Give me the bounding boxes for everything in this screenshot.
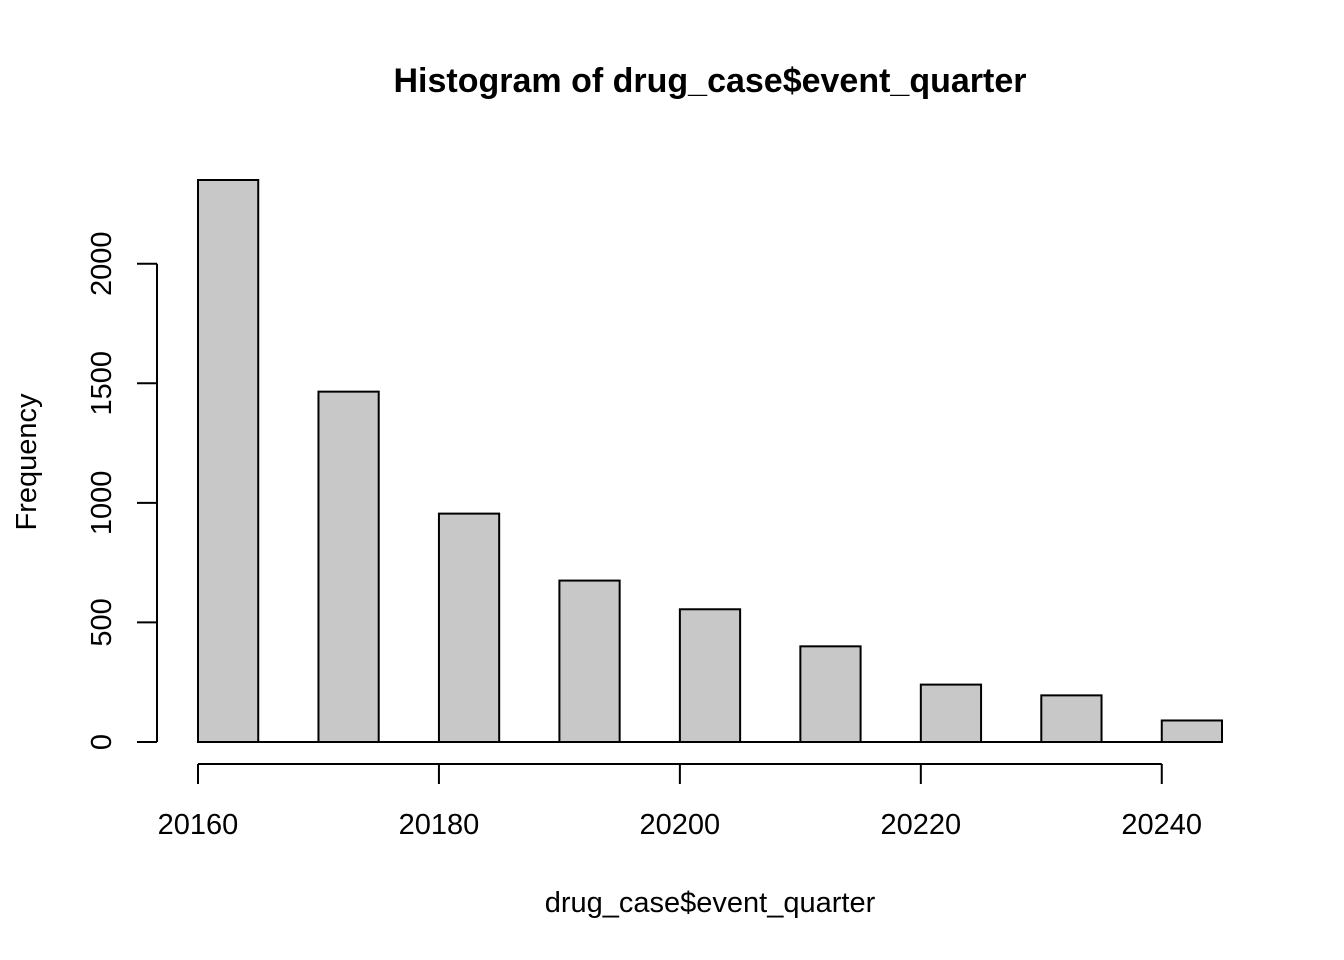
histogram-bar-5 — [678, 608, 742, 743]
y-axis: 0 500 1000 1500 2000 — [86, 231, 158, 750]
y-tick-label-1500: 1500 — [86, 351, 118, 416]
bars-group — [197, 179, 1223, 744]
histogram-bar-4 — [558, 579, 621, 743]
x-axis: 20160 20180 20200 20220 20240 — [158, 763, 1202, 841]
y-tick-label-2000: 2000 — [86, 231, 118, 296]
histogram-bar-1 — [197, 179, 260, 743]
histogram-bar-3 — [437, 512, 501, 744]
y-tick-label-0: 0 — [86, 734, 118, 750]
x-axis-label: drug_case$event_quarter — [545, 887, 876, 919]
histogram-bar-7 — [919, 683, 983, 743]
histogram-bar-9 — [1160, 719, 1223, 744]
y-tick-label-1000: 1000 — [86, 471, 118, 536]
x-tick-label-20180: 20180 — [399, 809, 480, 841]
x-tick-label-20240: 20240 — [1121, 809, 1202, 841]
x-tick-label-20200: 20200 — [640, 809, 721, 841]
histogram-bar-8 — [1040, 694, 1103, 744]
x-tick-label-20160: 20160 — [158, 809, 239, 841]
histogram-bar-2 — [317, 390, 380, 743]
chart-title: Histogram of drug_case$event_quarter — [394, 62, 1027, 100]
y-axis-label: Frequency — [11, 393, 43, 531]
histogram-bar-6 — [799, 645, 862, 744]
x-tick-label-20220: 20220 — [880, 809, 961, 841]
y-tick-label-500: 500 — [86, 598, 118, 646]
